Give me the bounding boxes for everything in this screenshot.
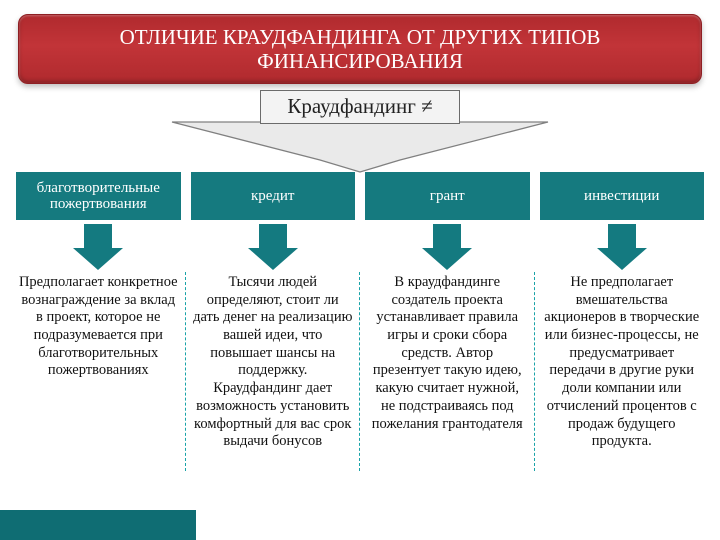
column-down-arrow-icon: [73, 224, 123, 270]
column-description: Тысячи людей определяют, стоит ли дать д…: [191, 274, 356, 451]
column: инвестиции Не предполагает вмешательства …: [540, 172, 705, 451]
slide-title-text: ОТЛИЧИЕ КРАУДФАНДИНГА ОТ ДРУГИХ ТИПОВ ФИ…: [45, 25, 675, 73]
column-down-arrow-icon: [248, 224, 298, 270]
top-label: Краудфандинг ≠: [260, 90, 459, 124]
column: благотворительные пожертвования Предполаг…: [16, 172, 181, 451]
column-down-arrow-icon: [422, 224, 472, 270]
column-divider: [534, 272, 535, 471]
column-divider: [185, 272, 186, 471]
column: грант В краудфандинге создатель проекта у…: [365, 172, 530, 451]
column-down-arrow-icon: [597, 224, 647, 270]
slide-title-band: ОТЛИЧИЕ КРАУДФАНДИНГА ОТ ДРУГИХ ТИПОВ ФИ…: [18, 14, 702, 84]
top-label-container: Краудфандинг ≠: [170, 90, 550, 124]
column-label: кредит: [191, 172, 356, 220]
column-description: Не предполагает вмешательства акционеров…: [540, 274, 705, 451]
column-label: благотворительные пожертвования: [16, 172, 181, 220]
column-description: Предполагает конкретное вознаграждение з…: [16, 274, 181, 380]
footer-accent-bar: [0, 510, 196, 540]
column-divider: [359, 272, 360, 471]
column: кредит Тысячи людей определяют, стоит ли …: [191, 172, 356, 451]
funnel-arrow: [170, 120, 550, 174]
column-label: грант: [365, 172, 530, 220]
columns-row: благотворительные пожертвования Предполаг…: [16, 172, 704, 451]
column-description: В краудфандинге создатель проекта устана…: [365, 274, 530, 433]
column-label: инвестиции: [540, 172, 705, 220]
